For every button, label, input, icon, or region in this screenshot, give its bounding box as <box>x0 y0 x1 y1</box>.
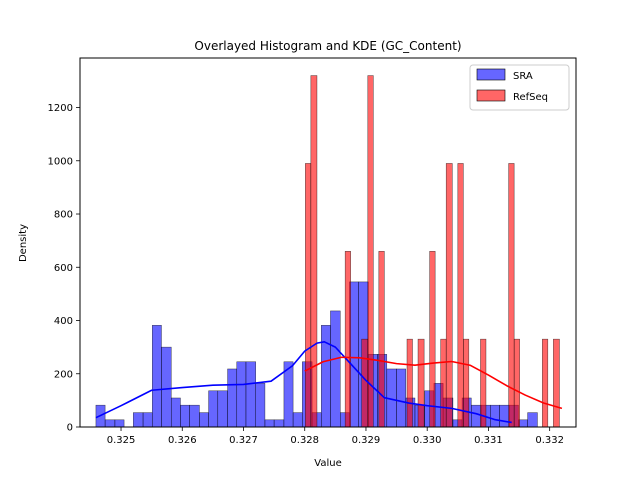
refseq-bar-28 <box>463 338 470 428</box>
refseq-bar-22 <box>429 251 436 428</box>
refseq-bar-25 <box>445 163 453 428</box>
x-tick-label-1: 0.326 <box>168 435 197 446</box>
sra-bar-11 <box>208 390 219 428</box>
sra-bar-10 <box>199 412 209 428</box>
refseq-bar-13 <box>378 251 385 428</box>
refseq-bar-37 <box>513 338 520 428</box>
refseq-bar-18 <box>406 338 413 428</box>
x-tick-label-4: 0.329 <box>352 435 381 446</box>
legend-label-refseq: RefSeq <box>513 92 548 103</box>
chart-title: Overlayed Histogram and KDE (GC_Content) <box>194 39 461 53</box>
sra-bar-9 <box>189 404 200 428</box>
refseq-bars <box>305 75 560 428</box>
sra-bar-6 <box>161 346 172 428</box>
sra-bar-5 <box>152 325 162 428</box>
refseq-bar-27 <box>457 163 464 428</box>
sra-bar-7 <box>170 397 181 428</box>
kde-lines <box>95 341 563 424</box>
y-tick-label-6: 1200 <box>48 103 73 114</box>
x-tick-label-2: 0.327 <box>229 435 258 446</box>
sra-bar-1 <box>104 419 116 428</box>
sra-bar-41 <box>490 404 500 428</box>
sra-bar-24 <box>330 310 341 428</box>
x-tick-label-7: 0.332 <box>535 435 564 446</box>
sra-bar-18 <box>273 419 285 428</box>
refseq-bar-7 <box>344 251 351 428</box>
sra-kde-line <box>95 341 512 424</box>
y-tick-label-0: 0 <box>67 423 73 434</box>
legend: SRA RefSeq <box>469 64 570 111</box>
sra-bar-14 <box>236 361 247 428</box>
sra-bar-2 <box>114 419 125 428</box>
x-axis-ticks: 0.325 0.326 0.327 0.328 0.329 0.330 0.331 0.332 <box>107 427 564 446</box>
y-tick-label-5: 1000 <box>48 156 73 167</box>
x-tick-label-3: 0.328 <box>290 435 319 446</box>
refseq-bar-42 <box>542 338 549 428</box>
sra-bar-23 <box>321 325 331 428</box>
sra-bar-20 <box>292 412 303 428</box>
sra-bar-12 <box>217 390 228 428</box>
sra-bar-13 <box>227 368 238 428</box>
sra-bar-17 <box>264 419 275 428</box>
y-axis-label: Density <box>18 224 29 262</box>
refseq-bar-24 <box>440 338 447 428</box>
y-tick-label-4: 800 <box>54 210 73 221</box>
sra-bar-8 <box>180 404 190 428</box>
sra-bar-3 <box>133 412 144 428</box>
refseq-bar-10 <box>361 338 369 428</box>
plot-frame <box>79 57 577 428</box>
legend-swatch-sra <box>476 68 506 81</box>
refseq-bar-11 <box>367 75 374 428</box>
sra-bar-45 <box>527 412 538 428</box>
sra-bar-16 <box>255 383 266 428</box>
legend-label-sra: SRA <box>513 71 533 82</box>
x-axis-label: Value <box>314 458 341 469</box>
refseq-bar-1 <box>310 75 318 428</box>
sra-bar-42 <box>499 404 510 428</box>
legend-swatch-refseq <box>476 89 506 102</box>
refseq-bar-0 <box>305 163 312 428</box>
sra-bar-31 <box>396 368 407 428</box>
y-tick-label-3: 600 <box>54 263 73 274</box>
refseq-kde-line <box>304 356 563 410</box>
x-tick-label-6: 0.331 <box>474 435 503 446</box>
sra-bar-39 <box>471 404 482 428</box>
sra-bar-15 <box>245 361 256 428</box>
sra-bar-4 <box>142 412 153 428</box>
y-tick-label-2: 400 <box>54 316 73 327</box>
x-tick-label-5: 0.330 <box>413 435 442 446</box>
y-axis-ticks: 0 200 400 600 800 1000 1200 <box>48 103 80 434</box>
y-tick-label-1: 200 <box>54 369 73 380</box>
refseq-bar-20 <box>417 338 425 428</box>
x-tick-label-0: 0.325 <box>107 435 136 446</box>
refseq-bar-31 <box>480 338 487 428</box>
refseq-bar-44 <box>553 338 560 428</box>
